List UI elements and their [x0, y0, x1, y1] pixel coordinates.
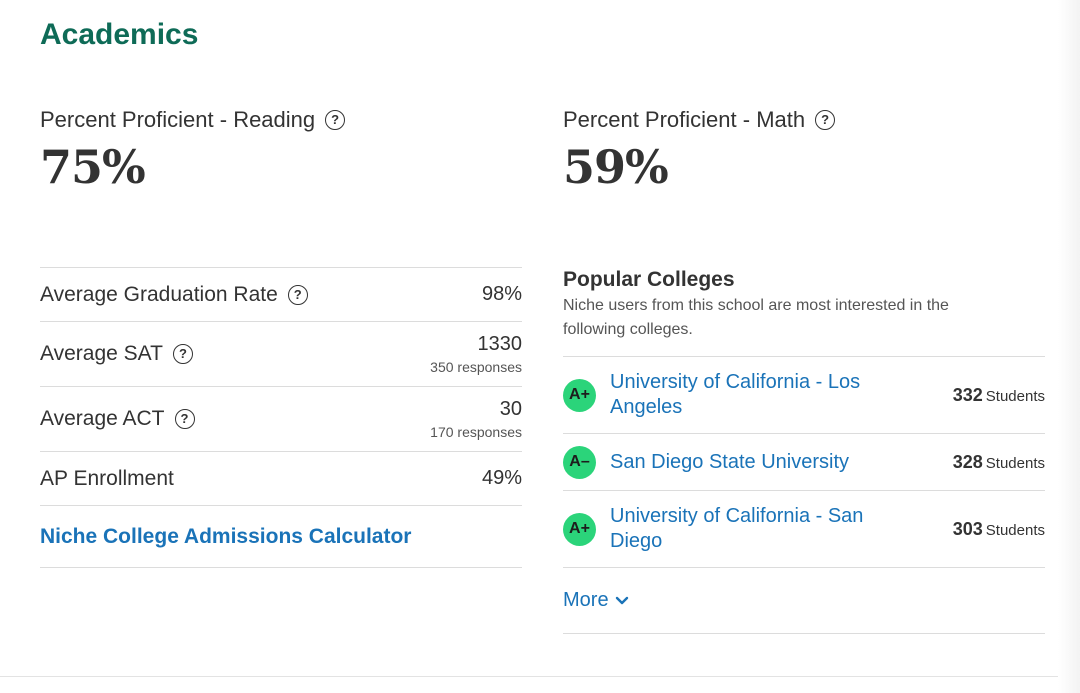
ap-enrollment-value: 49%: [481, 467, 522, 489]
academics-section: Academics Percent Proficient - Reading ?…: [0, 18, 1058, 677]
grade-badge: A–: [563, 445, 596, 479]
math-proficiency-value: 59%: [563, 140, 669, 194]
ap-enrollment-row: AP Enrollment 49%: [40, 451, 522, 505]
grade-badge: A+: [563, 378, 596, 412]
stats-table: Average Graduation Rate ? 98% Average SA…: [40, 267, 522, 568]
reading-proficiency-label: Percent Proficient - Reading ?: [40, 107, 346, 133]
act-label-text: Average ACT: [40, 407, 165, 430]
question-circle-icon[interactable]: ?: [172, 344, 193, 364]
student-count-unit: Students: [985, 454, 1045, 472]
act-label: Average ACT ?: [40, 407, 195, 431]
college-item-main: A– San Diego State University: [563, 445, 890, 479]
college-name-link[interactable]: University of California - San Diego: [610, 505, 864, 552]
graduation-rate-label: Average Graduation Rate ?: [40, 283, 308, 307]
calculator-row: Niche College Admissions Calculator: [40, 505, 522, 567]
popular-colleges-title: Popular Colleges: [563, 268, 735, 291]
graduation-rate-value: 98%: [481, 283, 522, 305]
sat-label: Average SAT ?: [40, 342, 193, 366]
student-count-value: 303: [952, 518, 983, 539]
more-colleges-button[interactable]: More: [563, 568, 1045, 634]
question-circle-icon[interactable]: ?: [815, 110, 836, 130]
section-title: Academics: [40, 18, 199, 51]
act-value: 30: [499, 398, 522, 420]
student-count-value: 332: [952, 384, 983, 405]
more-label: More: [563, 589, 609, 611]
question-circle-icon[interactable]: ?: [174, 409, 195, 429]
act-value-block: 30 170 responses: [430, 398, 522, 440]
sat-row: Average SAT ? 1330 350 responses: [40, 321, 522, 386]
college-item[interactable]: A+ University of California - San Diego …: [563, 491, 1045, 568]
math-proficiency-label: Percent Proficient - Math ?: [563, 107, 836, 133]
chevron-down-icon: [615, 596, 628, 604]
college-name-link[interactable]: San Diego State University: [610, 450, 850, 473]
page-edge-shadow: [1058, 0, 1080, 693]
stats-table-bottom-divider: [40, 567, 522, 568]
reading-label-text: Percent Proficient - Reading: [40, 107, 316, 132]
sat-responses: 350 responses: [430, 359, 522, 375]
student-count: 332 Students: [953, 385, 1045, 406]
ap-enrollment-label: AP Enrollment: [40, 466, 174, 490]
college-item-main: A+ University of California - San Diego: [563, 504, 890, 554]
popular-colleges: Popular Colleges Niche users from this s…: [563, 268, 1045, 634]
sat-value-block: 1330 350 responses: [430, 333, 522, 375]
reading-proficiency-value: 75%: [40, 140, 146, 194]
college-item[interactable]: A+ University of California - Los Angele…: [563, 357, 1045, 434]
student-count-value: 328: [952, 451, 983, 472]
admissions-calculator-link[interactable]: Niche College Admissions Calculator: [40, 524, 412, 548]
grade-badge: A+: [563, 512, 596, 546]
act-row: Average ACT ? 30 170 responses: [40, 386, 522, 451]
student-count-unit: Students: [985, 387, 1045, 405]
act-responses: 170 responses: [430, 424, 522, 440]
question-circle-icon[interactable]: ?: [287, 284, 308, 305]
graduation-rate-label-text: Average Graduation Rate: [40, 282, 278, 306]
sat-label-text: Average SAT: [40, 342, 163, 365]
college-list: A+ University of California - Los Angele…: [563, 356, 1045, 634]
college-name-link[interactable]: University of California - Los Angeles: [610, 371, 861, 418]
popular-colleges-description: Niche users from this school are most in…: [563, 297, 949, 338]
math-label-text: Percent Proficient - Math: [563, 107, 806, 132]
student-count-unit: Students: [985, 521, 1045, 539]
section-bottom-divider: [0, 676, 1058, 677]
graduation-rate-row: Average Graduation Rate ? 98%: [40, 267, 522, 321]
student-count: 303 Students: [953, 519, 1045, 540]
college-item-main: A+ University of California - Los Angele…: [563, 370, 890, 420]
sat-value: 1330: [477, 333, 523, 355]
college-item[interactable]: A– San Diego State University 328 Student…: [563, 434, 1045, 491]
student-count: 328 Students: [953, 452, 1045, 473]
question-circle-icon[interactable]: ?: [325, 110, 346, 130]
